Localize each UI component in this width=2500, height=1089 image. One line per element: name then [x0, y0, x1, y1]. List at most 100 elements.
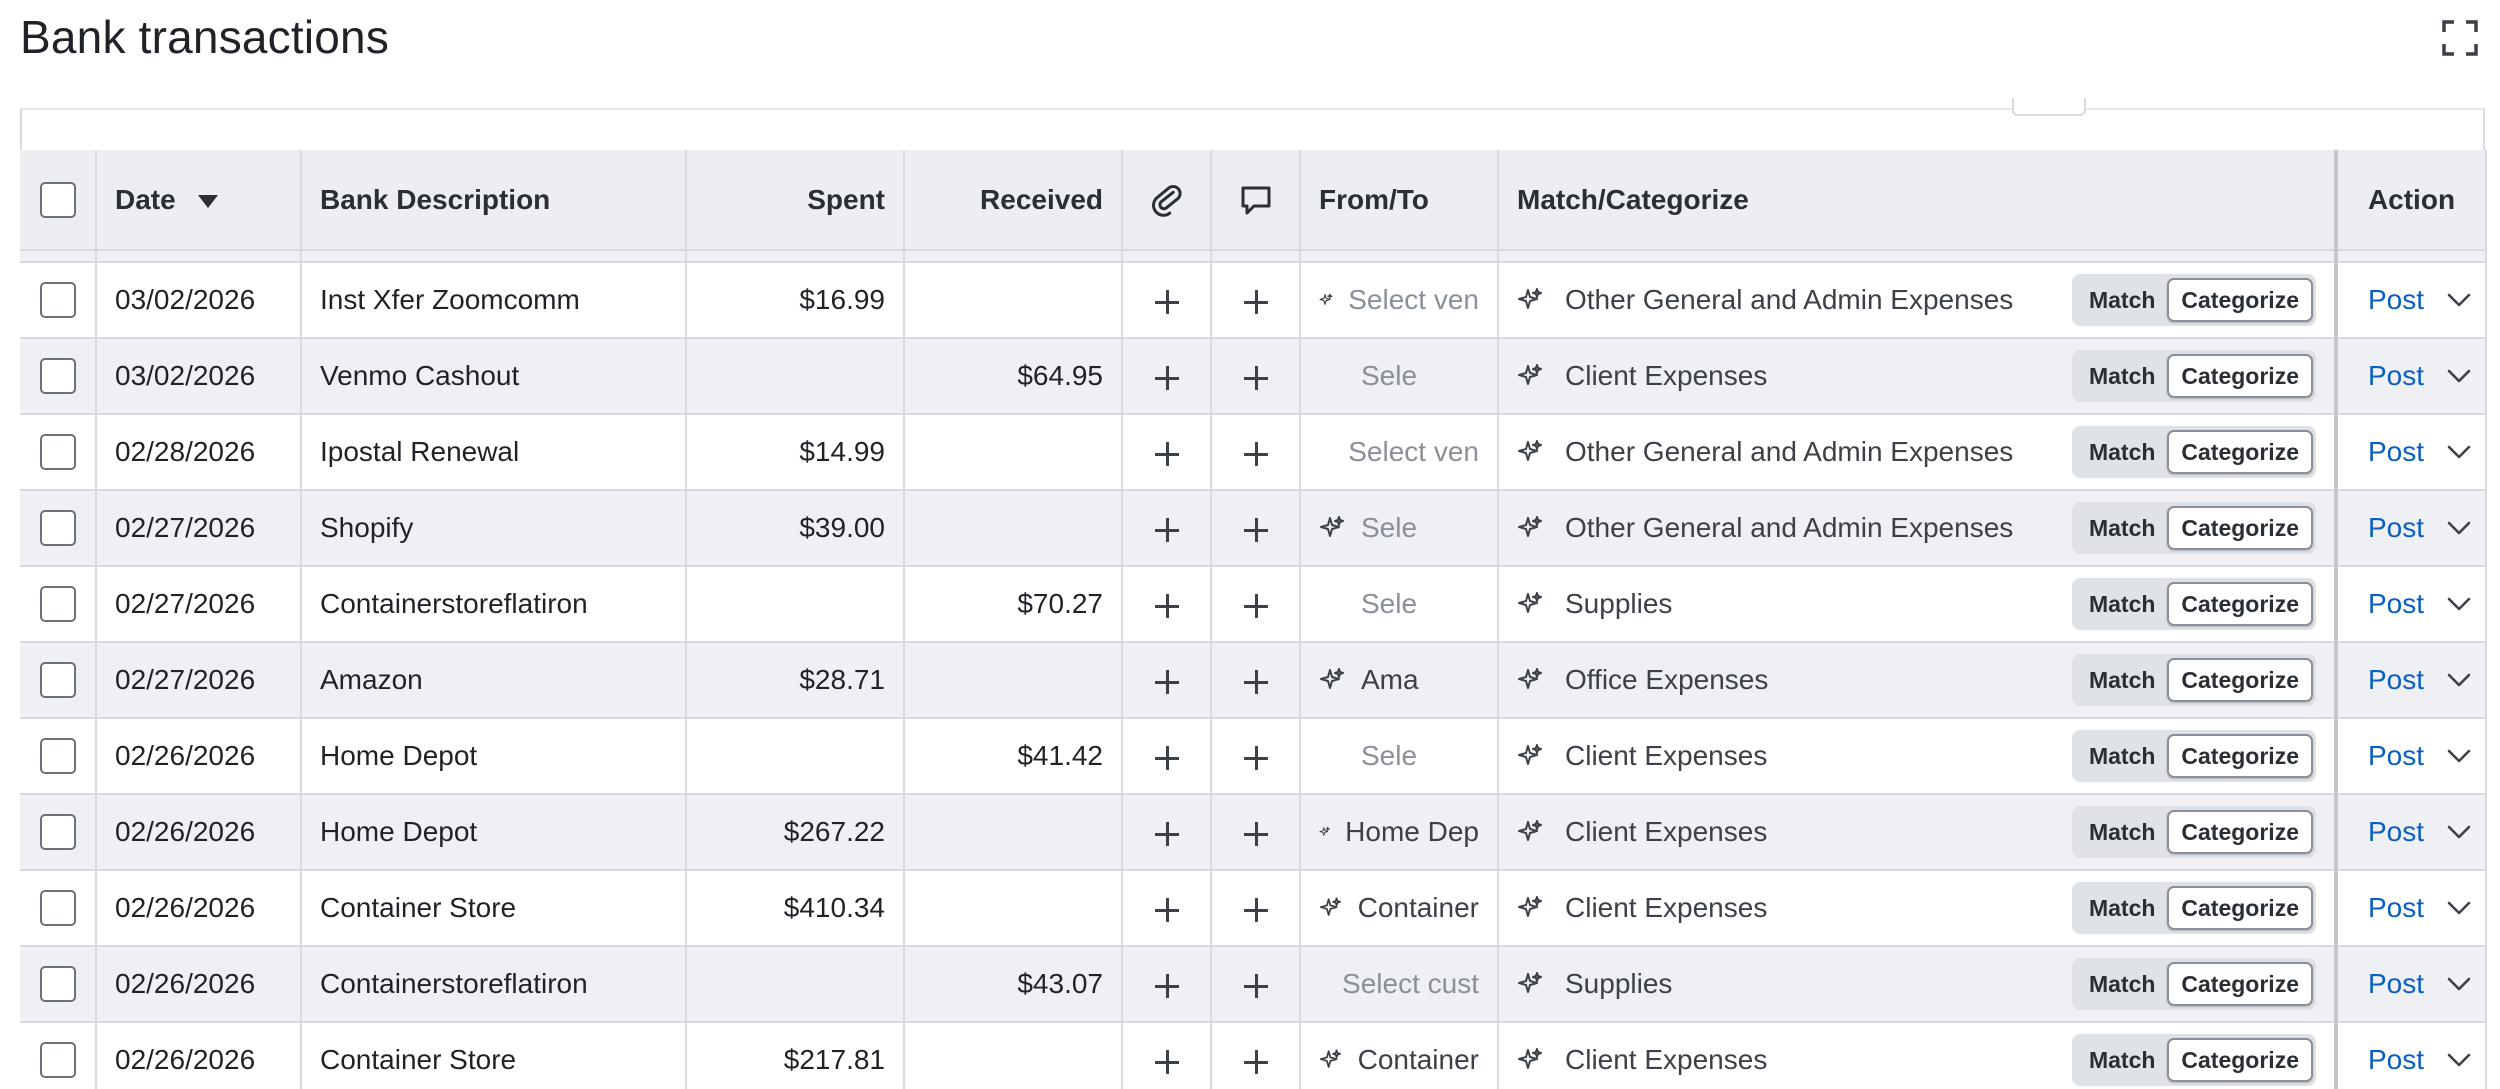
add-attachment-cell[interactable] — [1122, 490, 1212, 567]
from-to-field[interactable]: Select cust — [1300, 946, 1499, 1023]
category-field[interactable]: Office Expenses — [1517, 664, 1768, 696]
plus-icon[interactable] — [1243, 365, 1268, 390]
match-button[interactable]: Match — [2088, 286, 2156, 313]
add-attachment-cell[interactable] — [1122, 946, 1212, 1023]
match-categorize-toggle[interactable]: Match Categorize — [2071, 806, 2316, 858]
add-comment-cell[interactable] — [1211, 642, 1301, 719]
add-comment-cell[interactable] — [1211, 1022, 1301, 1089]
chevron-down-icon[interactable] — [2447, 293, 2471, 307]
match-button[interactable]: Match — [2088, 438, 2156, 465]
from-to-field[interactable]: Sele — [1300, 338, 1499, 415]
categorize-button[interactable]: Categorize — [2167, 658, 2313, 702]
post-link[interactable]: Post — [2368, 284, 2425, 315]
post-link[interactable]: Post — [2368, 360, 2425, 391]
table-row[interactable]: 02/26/2026 Home Depot $267.22 Home Dep C… — [20, 794, 2487, 871]
categorize-button[interactable]: Categorize — [2167, 1038, 2313, 1082]
plus-icon[interactable] — [1243, 669, 1268, 694]
row-checkbox[interactable] — [39, 1042, 76, 1078]
date-header[interactable]: Date — [96, 150, 302, 251]
chevron-down-icon[interactable] — [2447, 521, 2471, 535]
row-checkbox[interactable] — [39, 282, 76, 318]
categorize-button[interactable]: Categorize — [2167, 810, 2313, 854]
received-header[interactable]: Received — [904, 150, 1123, 251]
table-row[interactable]: 02/26/2026 Container Store $410.34 Conta… — [20, 870, 2487, 947]
description-header[interactable]: Bank Description — [301, 150, 687, 251]
categorize-button[interactable]: Categorize — [2167, 430, 2313, 474]
from-to-field[interactable]: Container — [1300, 870, 1499, 947]
add-attachment-cell[interactable] — [1122, 870, 1212, 947]
chevron-down-icon[interactable] — [2447, 597, 2471, 611]
post-link[interactable]: Post — [2368, 664, 2425, 695]
plus-icon[interactable] — [1154, 517, 1179, 542]
table-row[interactable]: 02/26/2026 Home Depot $41.42 Sele Client… — [20, 718, 2487, 795]
from-to-field[interactable]: Home Dep — [1300, 794, 1499, 871]
post-link[interactable]: Post — [2368, 740, 2425, 771]
plus-icon[interactable] — [1243, 441, 1268, 466]
row-checkbox[interactable] — [39, 890, 76, 926]
plus-icon[interactable] — [1154, 441, 1179, 466]
add-comment-cell[interactable] — [1211, 870, 1301, 947]
row-checkbox[interactable] — [39, 586, 76, 622]
add-attachment-cell[interactable] — [1122, 338, 1212, 415]
match-button[interactable]: Match — [2088, 514, 2156, 541]
table-row[interactable]: 02/26/2026 Containerstoreflatiron $43.07… — [20, 946, 2487, 1023]
plus-icon[interactable] — [1243, 593, 1268, 618]
from-to-field[interactable]: Select ven — [1300, 262, 1499, 339]
category-field[interactable]: Client Expenses — [1517, 360, 1767, 392]
row-checkbox[interactable] — [39, 966, 76, 1002]
plus-icon[interactable] — [1243, 745, 1268, 770]
add-comment-cell[interactable] — [1211, 718, 1301, 795]
add-attachment-cell[interactable] — [1122, 566, 1212, 643]
plus-icon[interactable] — [1243, 973, 1268, 998]
categorize-button[interactable]: Categorize — [2167, 506, 2313, 550]
chevron-down-icon[interactable] — [2447, 749, 2471, 763]
categorize-button[interactable]: Categorize — [2167, 582, 2313, 626]
row-checkbox[interactable] — [39, 738, 76, 774]
category-field[interactable]: Client Expenses — [1517, 1044, 1767, 1076]
match-categorize-toggle[interactable]: Match Categorize — [2071, 350, 2316, 402]
category-field[interactable]: Client Expenses — [1517, 816, 1767, 848]
table-row[interactable]: 03/02/2026 Venmo Cashout $64.95 Sele Cli… — [20, 338, 2487, 415]
add-comment-cell[interactable] — [1211, 946, 1301, 1023]
match-button[interactable]: Match — [2088, 894, 2156, 921]
match-categorize-toggle[interactable]: Match Categorize — [2071, 958, 2316, 1010]
categorize-button[interactable]: Categorize — [2167, 886, 2313, 930]
post-link[interactable]: Post — [2368, 436, 2425, 467]
add-attachment-cell[interactable] — [1122, 262, 1212, 339]
row-checkbox[interactable] — [39, 814, 76, 850]
category-field[interactable]: Supplies — [1517, 588, 1672, 620]
from-to-field[interactable]: Sele — [1300, 490, 1499, 567]
match-categorize-toggle[interactable]: Match Categorize — [2071, 882, 2316, 934]
add-comment-cell[interactable] — [1211, 794, 1301, 871]
match-categorize-toggle[interactable]: Match Categorize — [2071, 274, 2316, 326]
match-categorize-toggle[interactable]: Match Categorize — [2071, 654, 2316, 706]
from-to-field[interactable]: Select ven — [1300, 414, 1499, 491]
from-to-field[interactable]: Sele — [1300, 566, 1499, 643]
plus-icon[interactable] — [1243, 897, 1268, 922]
chevron-down-icon[interactable] — [2447, 901, 2471, 915]
match-categorize-toggle[interactable]: Match Categorize — [2071, 730, 2316, 782]
from-to-field[interactable]: Ama — [1300, 642, 1499, 719]
row-checkbox[interactable] — [39, 662, 76, 698]
add-attachment-cell[interactable] — [1122, 1022, 1212, 1089]
categorize-button[interactable]: Categorize — [2167, 278, 2313, 322]
plus-icon[interactable] — [1154, 745, 1179, 770]
row-checkbox[interactable] — [39, 358, 76, 394]
post-link[interactable]: Post — [2368, 816, 2425, 847]
table-row[interactable]: 02/28/2026 Ipostal Renewal $14.99 Select… — [20, 414, 2487, 491]
from-to-field[interactable]: Sele — [1300, 718, 1499, 795]
category-field[interactable]: Other General and Admin Expenses — [1517, 436, 2013, 468]
expand-icon[interactable] — [2440, 18, 2480, 58]
from-to-field[interactable]: Container — [1300, 1022, 1499, 1089]
plus-icon[interactable] — [1154, 365, 1179, 390]
match-button[interactable]: Match — [2088, 818, 2156, 845]
match-button[interactable]: Match — [2088, 742, 2156, 769]
add-comment-cell[interactable] — [1211, 414, 1301, 491]
add-attachment-cell[interactable] — [1122, 642, 1212, 719]
plus-icon[interactable] — [1154, 289, 1179, 314]
plus-icon[interactable] — [1154, 1049, 1179, 1074]
chevron-down-icon[interactable] — [2447, 977, 2471, 991]
category-field[interactable]: Client Expenses — [1517, 892, 1767, 924]
add-attachment-cell[interactable] — [1122, 414, 1212, 491]
add-comment-cell[interactable] — [1211, 566, 1301, 643]
